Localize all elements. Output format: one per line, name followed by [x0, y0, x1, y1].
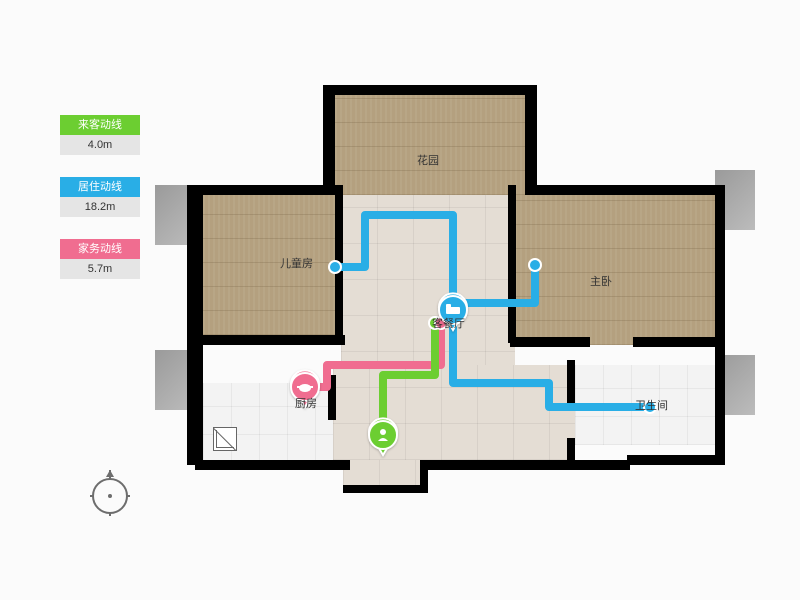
- legend-living-value: 18.2m: [60, 197, 140, 217]
- wall: [195, 460, 350, 470]
- wall: [525, 185, 725, 195]
- wall: [508, 185, 516, 343]
- legend-chores-value: 5.7m: [60, 259, 140, 279]
- wall: [335, 185, 343, 343]
- room-主卧: [515, 195, 715, 345]
- door-icon: [213, 427, 237, 451]
- wall: [420, 460, 630, 470]
- room-卫生间: [575, 365, 715, 445]
- wall: [343, 485, 423, 493]
- room-厨房: [203, 383, 333, 463]
- wall: [567, 360, 575, 408]
- legend-living-label: 居住动线: [60, 177, 140, 197]
- legend-item-living: 居住动线 18.2m: [60, 177, 140, 217]
- floor-plan: 花园儿童房主卧客餐厅厨房卫生间: [195, 65, 725, 535]
- room-花园: [335, 95, 525, 195]
- wall: [195, 375, 203, 465]
- legend-visitor-label: 来客动线: [60, 115, 140, 135]
- legend: 来客动线 4.0m 居住动线 18.2m 家务动线 5.7m: [60, 115, 140, 301]
- wall: [323, 85, 335, 195]
- wall: [510, 337, 590, 347]
- canvas: 来客动线 4.0m 居住动线 18.2m 家务动线 5.7m 花园儿童房主卧客餐…: [0, 0, 800, 600]
- wall: [195, 335, 345, 345]
- wall: [328, 375, 336, 420]
- wall: [420, 460, 428, 493]
- wall: [195, 185, 335, 195]
- legend-item-visitor: 来客动线 4.0m: [60, 115, 140, 155]
- wall: [325, 85, 535, 95]
- wall: [627, 455, 725, 465]
- wall: [633, 337, 723, 347]
- wall: [525, 85, 537, 195]
- legend-item-chores: 家务动线 5.7m: [60, 239, 140, 279]
- wall: [715, 185, 725, 460]
- legend-visitor-value: 4.0m: [60, 135, 140, 155]
- compass-icon: [90, 470, 130, 516]
- legend-chores-label: 家务动线: [60, 239, 140, 259]
- room-area: [333, 365, 575, 460]
